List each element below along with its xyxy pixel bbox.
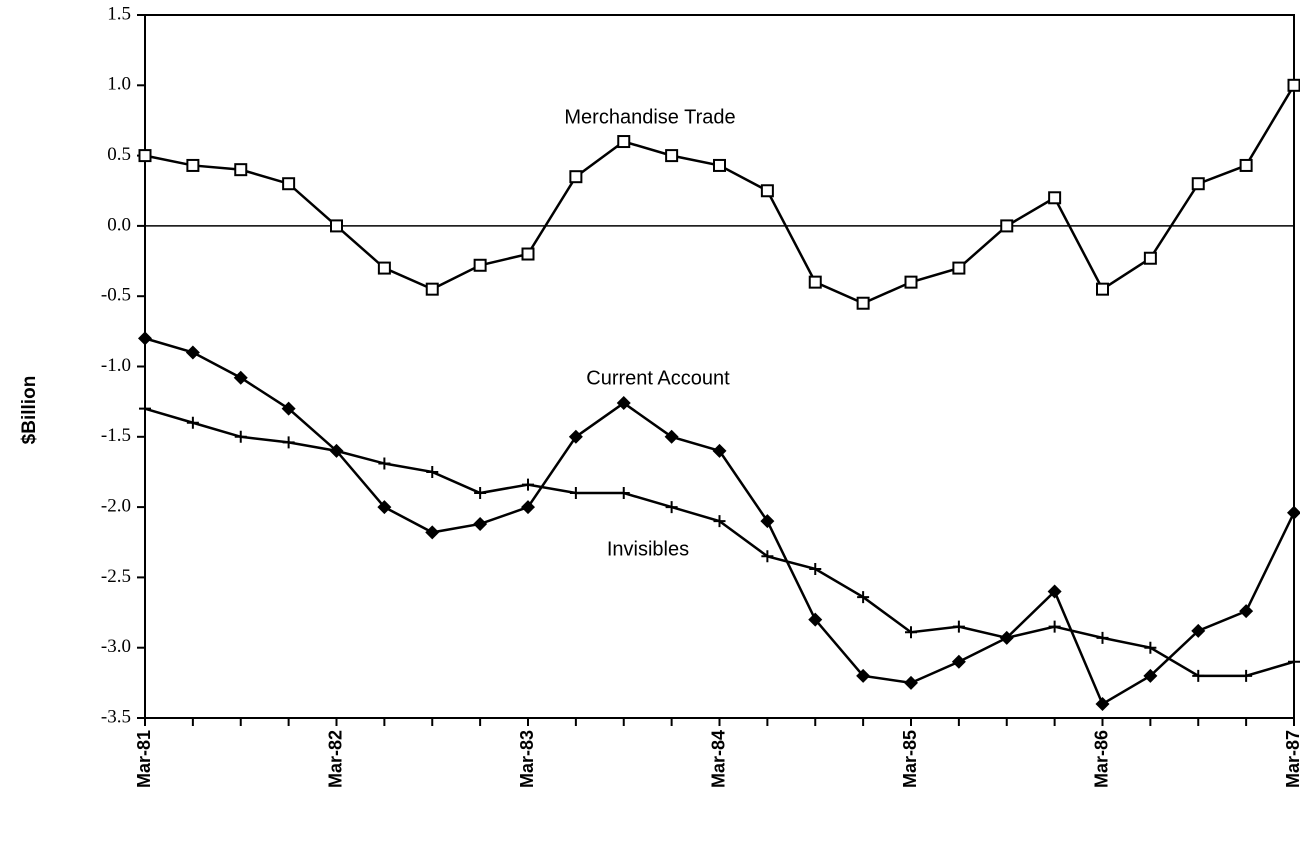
marker [473, 258, 487, 272]
marker [425, 525, 440, 540]
marker [282, 436, 295, 449]
marker [330, 219, 343, 233]
x-tick-label: Mar-81 [134, 730, 154, 788]
marker [522, 478, 534, 491]
marker [1048, 620, 1061, 633]
marker [808, 612, 823, 627]
marker [1000, 631, 1013, 644]
marker [330, 444, 343, 457]
marker [234, 430, 247, 443]
marker [665, 149, 679, 163]
marker [377, 261, 391, 275]
y-tick-label: 0.5 [107, 144, 131, 165]
marker [186, 158, 200, 172]
marker [474, 487, 487, 500]
marker [1144, 641, 1157, 654]
marker [569, 170, 583, 184]
marker [1192, 669, 1205, 682]
y-tick-label: -0.5 [101, 285, 131, 306]
y-axis-label: $Billion [19, 376, 40, 445]
marker [664, 429, 679, 444]
x-tick-label: Mar-86 [1091, 730, 1111, 788]
y-tick-label: 1.5 [107, 3, 131, 24]
marker [569, 487, 582, 500]
marker [617, 487, 630, 500]
marker [904, 675, 918, 690]
marker [378, 457, 391, 470]
marker [521, 247, 535, 261]
marker [857, 591, 870, 604]
marker [1143, 668, 1158, 683]
series-annotation: Current Account [586, 367, 730, 389]
y-tick-label: 1.0 [107, 74, 131, 95]
x-tick-label: Mar-84 [708, 730, 728, 788]
marker [1239, 604, 1254, 619]
marker [1096, 631, 1109, 644]
y-tick-label: -1.0 [101, 355, 131, 376]
marker [139, 402, 151, 415]
series-annotation: Merchandise Trade [564, 106, 735, 128]
marker [1048, 191, 1062, 205]
marker [185, 345, 200, 360]
marker [952, 620, 965, 633]
y-tick-label: 0.0 [107, 214, 131, 235]
marker [809, 562, 822, 575]
y-tick-label: -1.5 [101, 425, 131, 446]
marker [425, 282, 439, 296]
marker [568, 429, 583, 444]
marker [713, 158, 726, 172]
marker [1095, 696, 1110, 711]
marker [1288, 655, 1300, 668]
marker [233, 370, 248, 385]
marker [234, 163, 248, 177]
x-tick-label: Mar-82 [325, 730, 345, 788]
marker [1000, 219, 1014, 233]
marker [856, 296, 870, 310]
x-tick-label: Mar-87 [1283, 730, 1300, 788]
marker [1287, 78, 1300, 92]
marker [904, 275, 918, 289]
marker [1287, 505, 1300, 520]
marker [1191, 177, 1205, 191]
marker [1096, 282, 1109, 296]
series-annotation: Invisibles [607, 538, 689, 560]
marker [138, 331, 152, 346]
marker [760, 514, 775, 529]
marker [473, 516, 488, 531]
marker [282, 177, 296, 191]
marker [521, 500, 535, 515]
marker [951, 654, 966, 669]
marker [426, 465, 439, 478]
x-tick-label: Mar-85 [900, 730, 920, 788]
marker [952, 261, 966, 275]
marker [138, 149, 152, 163]
marker [377, 500, 392, 515]
marker [617, 135, 631, 149]
marker [665, 501, 678, 514]
marker [1240, 669, 1253, 682]
marker [713, 515, 726, 528]
y-tick-label: -2.5 [101, 566, 131, 587]
marker [1047, 584, 1062, 599]
y-tick-label: -2.0 [101, 495, 131, 516]
marker [186, 416, 199, 429]
marker [856, 668, 871, 683]
marker [1143, 251, 1157, 265]
y-tick-label: -3.0 [101, 636, 131, 657]
marker [1191, 623, 1206, 638]
x-tick-label: Mar-83 [517, 730, 537, 788]
marker [1239, 158, 1253, 172]
marker [616, 396, 631, 411]
marker [760, 184, 774, 198]
marker [761, 550, 774, 563]
marker [905, 626, 917, 639]
marker [808, 275, 822, 289]
y-tick-label: -3.5 [101, 706, 131, 727]
marker [712, 443, 727, 458]
marker [281, 401, 296, 416]
